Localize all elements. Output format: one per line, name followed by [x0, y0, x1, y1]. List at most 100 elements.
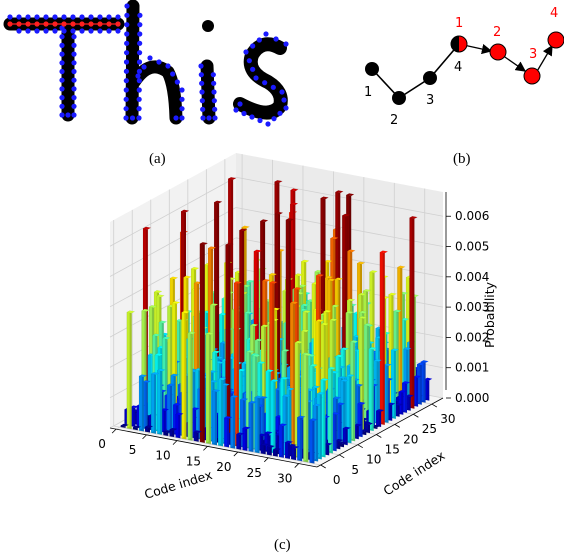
stroke-sample-point	[43, 28, 49, 34]
histogram-bar	[373, 358, 383, 424]
stroke-sample-point	[25, 28, 31, 34]
stroke-sample-point	[136, 106, 142, 112]
histogram-bar	[379, 250, 389, 426]
stroke-sample-point	[71, 95, 77, 101]
histogram-bar	[342, 426, 352, 446]
stroke-sample-point	[65, 112, 71, 118]
stroke-sample-point	[200, 115, 206, 121]
stroke-sample-point	[256, 37, 262, 43]
histogram-bar	[349, 340, 359, 442]
histogram-bar	[138, 374, 148, 432]
stroke-sample-point	[136, 50, 143, 56]
black-node-3	[423, 71, 437, 85]
histogram-bar	[265, 369, 275, 448]
stroke-sample-point	[59, 95, 65, 101]
panel-b-sequence-diagram: 1 2 3 4 1 2 3 4 (b)	[364, 6, 564, 167]
stroke-sample-point	[97, 28, 103, 34]
histogram-bar	[296, 415, 306, 462]
stroke-sample-point	[136, 115, 142, 121]
stroke-sample-point	[210, 72, 216, 78]
histogram-bar	[254, 395, 264, 454]
x-axis-line	[109, 427, 318, 468]
arrow-3-4	[535, 44, 553, 74]
z-tick-label: 0.006	[455, 209, 489, 223]
handwritten-word-this	[3, 0, 288, 125]
y-axis-line	[316, 397, 444, 468]
stroke-sample-point	[123, 106, 129, 112]
y-tick-label: 15	[385, 443, 400, 457]
red-node-2	[489, 43, 507, 61]
y-tick	[394, 424, 401, 428]
stroke-sample-point	[165, 63, 171, 69]
histogram-bar	[353, 423, 363, 440]
x-tick	[142, 434, 147, 440]
stroke-sample-point	[237, 101, 243, 107]
stroke-sample-point	[25, 14, 31, 20]
stroke-sample-point	[123, 87, 129, 93]
stroke-sample-point	[71, 34, 77, 40]
bar-field	[120, 176, 433, 464]
histogram-bar	[199, 241, 209, 444]
stroke-sample-point	[124, 31, 130, 37]
x-axis-label: Code index	[142, 467, 214, 502]
stroke-sample-point	[59, 77, 65, 83]
stroke-sample-point	[71, 103, 77, 109]
stroke-sample-point	[123, 50, 130, 56]
y-tick-label: 30	[440, 412, 455, 426]
x-tick-label: 5	[129, 443, 137, 457]
stroke-sample-point	[123, 115, 129, 121]
red-label-4: 4	[550, 6, 558, 21]
stroke-sample-point	[61, 14, 67, 20]
stroke-sample-point	[124, 12, 130, 18]
histogram-bar	[372, 424, 381, 430]
stroke-sample-point	[265, 121, 271, 127]
x-tick	[203, 446, 208, 451]
histogram-bar	[233, 281, 243, 447]
caption-c: (c)	[274, 537, 291, 553]
stroke-sample-point	[7, 14, 13, 20]
stroke-sample-point	[200, 106, 206, 112]
stroke-sample-point	[70, 14, 76, 20]
stroke-sample-points	[7, 3, 289, 127]
red-node-3	[523, 67, 541, 85]
x-tick-label: 20	[216, 460, 231, 474]
z-tick-label: 0.003	[455, 300, 489, 314]
histogram-bar	[120, 423, 130, 429]
histogram-bar	[290, 445, 300, 461]
stroke-sample-point	[250, 66, 256, 72]
stroke-sample-point	[198, 72, 204, 78]
arrow-2-3	[501, 54, 527, 72]
stroke-sample-point	[115, 28, 121, 34]
stroke-sample-point	[137, 40, 143, 46]
stroke-sample-point	[137, 31, 143, 37]
histogram-bar	[302, 352, 312, 463]
histogram-bar	[272, 447, 282, 457]
histogram-bar	[260, 443, 270, 455]
stroke-sample-point	[211, 80, 217, 86]
histogram-bar	[270, 379, 279, 454]
stroke-sample-point	[59, 25, 65, 31]
caption-b: (b)	[453, 151, 471, 167]
stroke-sample-point	[88, 14, 94, 20]
stroke-sample-point	[179, 106, 185, 112]
stroke-sample-point	[136, 87, 142, 93]
stroke-sample-point	[249, 114, 255, 120]
z-tick-label: 0.004	[455, 270, 489, 284]
x-tick	[294, 463, 300, 468]
histogram-bar	[150, 372, 160, 434]
stroke-sample-point	[52, 14, 58, 20]
stroke-sample-point	[136, 96, 142, 102]
stroke-sample-point	[106, 28, 112, 34]
histogram-bar	[169, 427, 178, 438]
red-label-2: 2	[493, 25, 501, 40]
stroke-sample-point	[212, 115, 218, 121]
stroke-sample-point	[199, 80, 205, 86]
stroke-sample-point	[241, 110, 247, 117]
y-tick	[376, 434, 382, 438]
y-tick	[320, 464, 326, 469]
stroke-sample-point	[199, 98, 205, 104]
panel-a-handwriting: (a)	[3, 0, 289, 167]
stroke-sample-point	[79, 14, 85, 20]
stroke-sample-point	[123, 68, 130, 74]
